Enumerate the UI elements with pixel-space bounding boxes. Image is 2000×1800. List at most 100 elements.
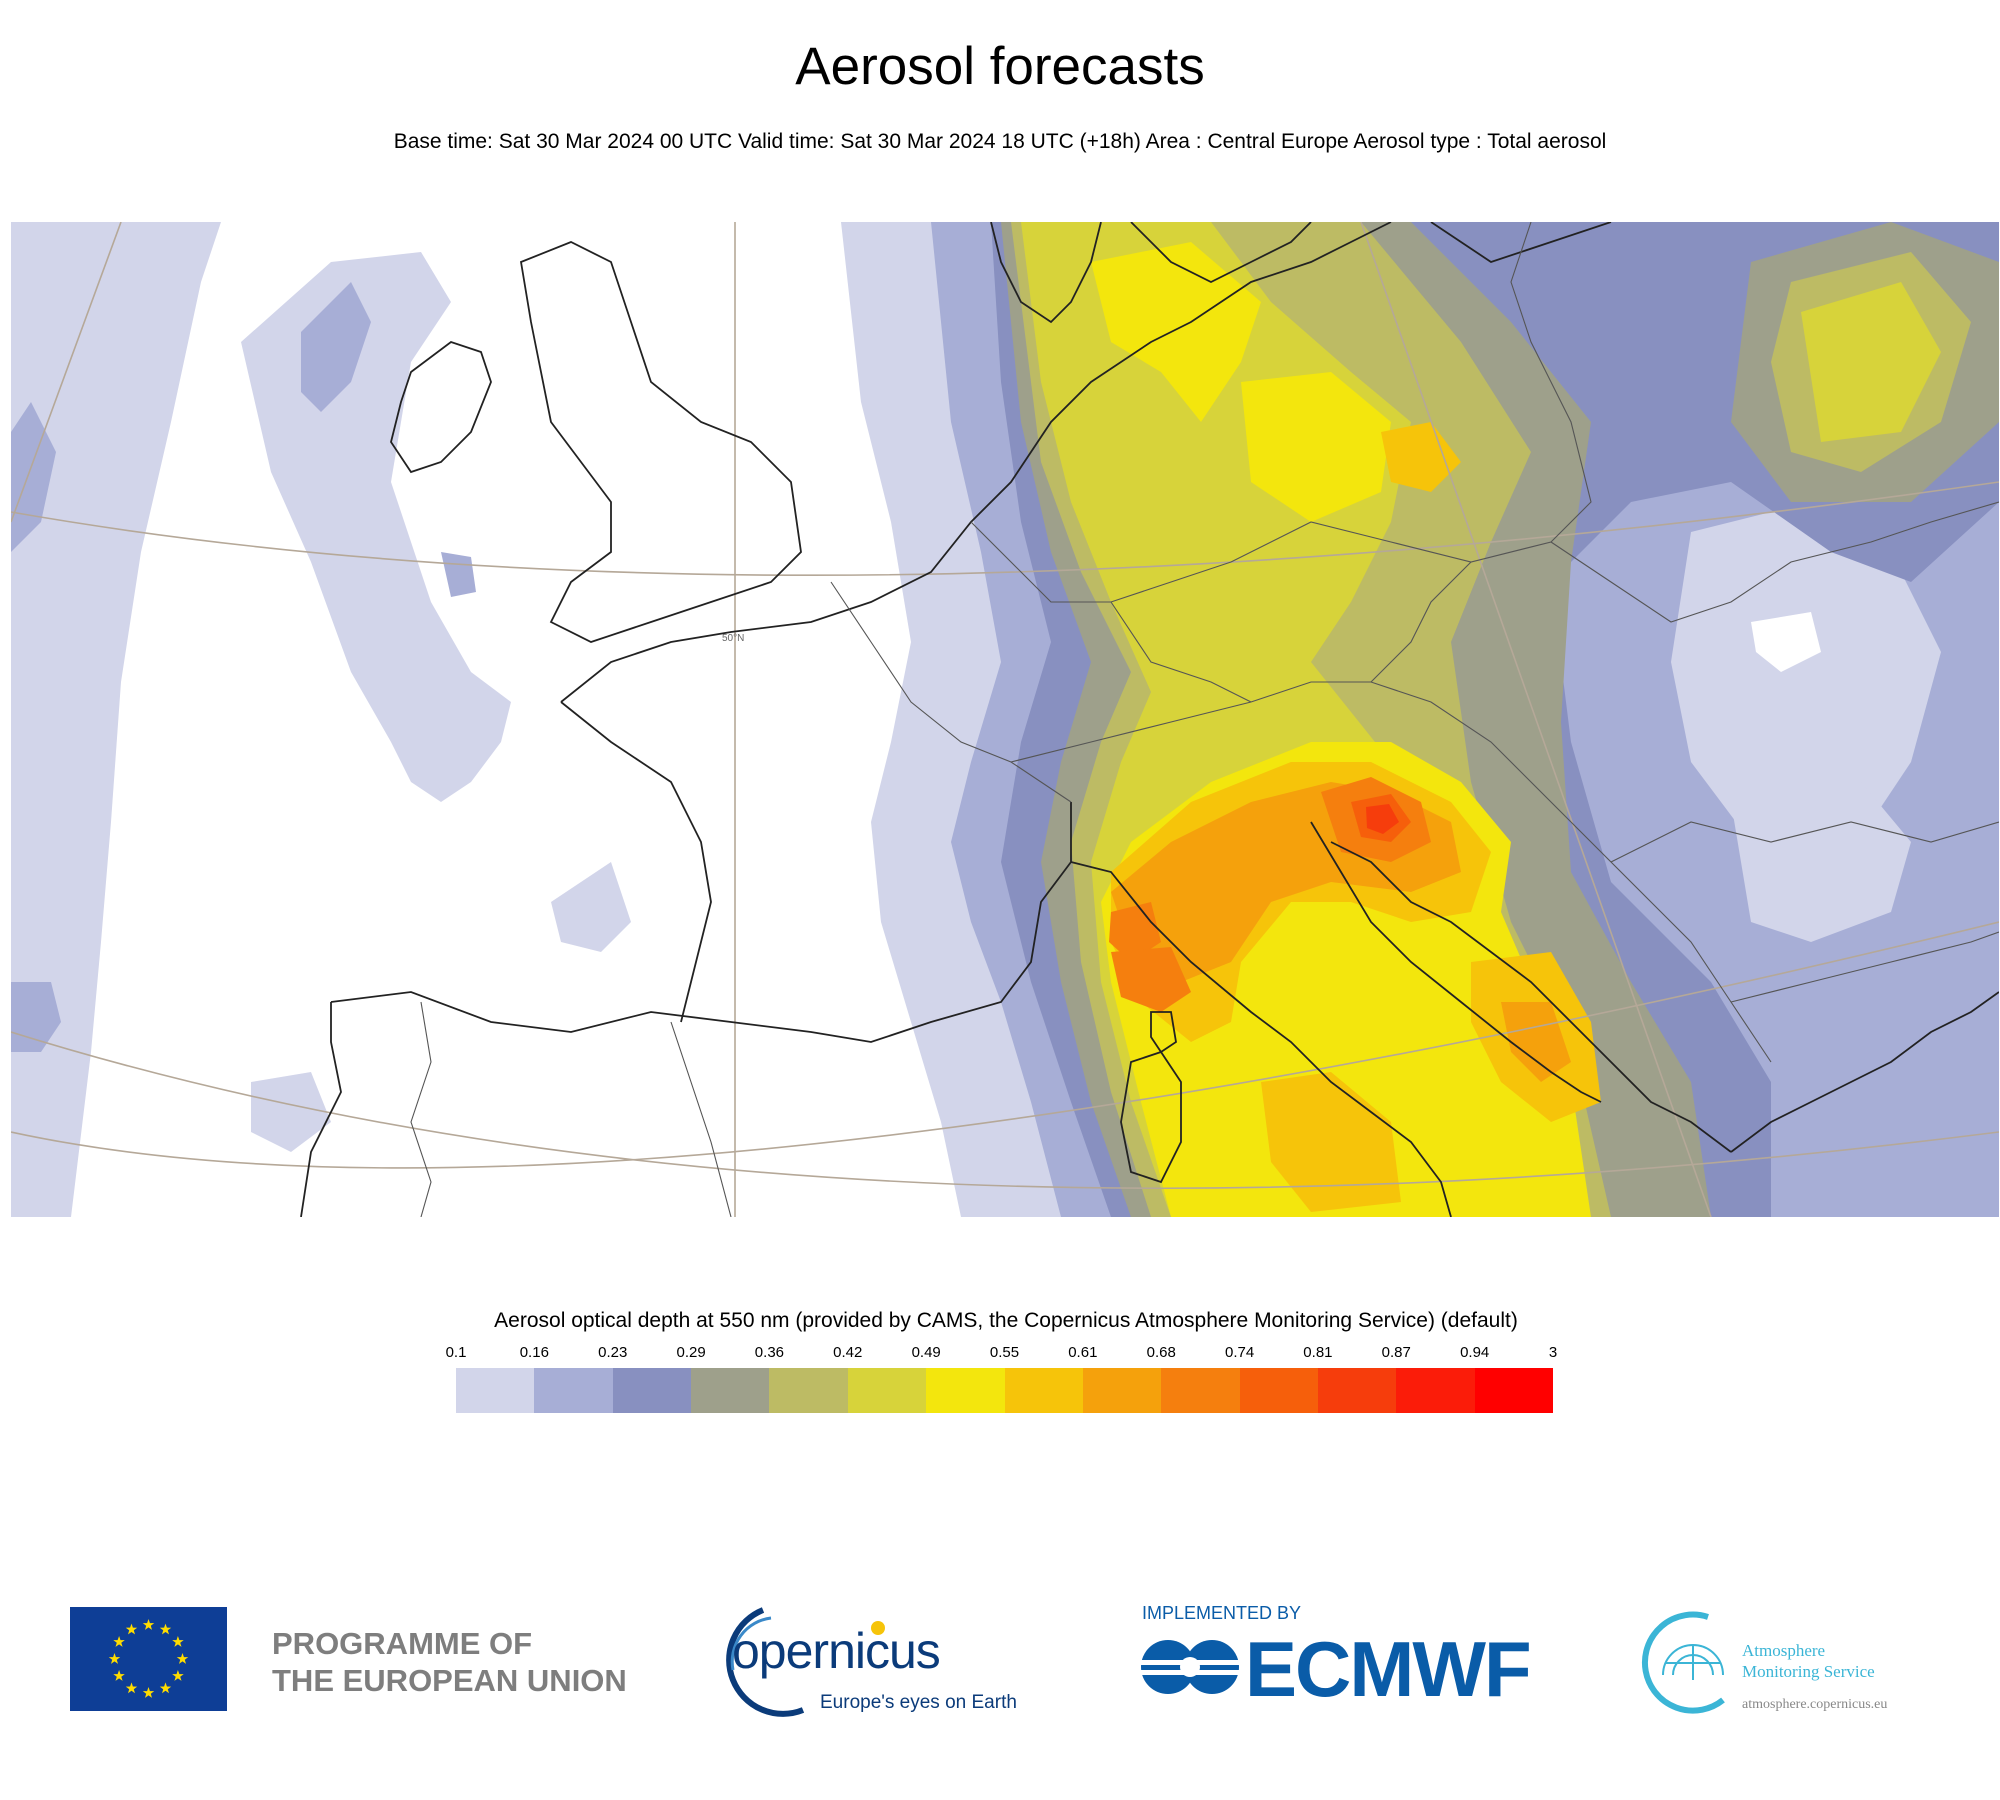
ecmwf-wordmark: ECMWF (1245, 1625, 1532, 1713)
page-subtitle: Base time: Sat 30 Mar 2024 00 UTC Valid … (393, 130, 1607, 153)
colorbar-tick: 0.36 (754, 1344, 785, 1361)
parallel-label: 50°N (722, 633, 744, 644)
aod-field-orange-south2 (1261, 1072, 1401, 1212)
eu-star (142, 1687, 155, 1698)
eu-star (125, 1682, 138, 1694)
scandinavia-coast (1130, 222, 1312, 284)
colorbar-ticks: 0.1 0.16 0.23 0.29 0.36 0.42 0.49 0.55 0… (446, 1344, 1558, 1364)
aod-field-yellow1-ne (1801, 282, 1941, 442)
eu-star (142, 1619, 155, 1630)
copernicus-logo (726, 1607, 885, 1717)
ams-line1: Atmosphere (1742, 1641, 1826, 1660)
iberia-coast (330, 802, 1072, 1043)
aod-field-east-light-hole (1671, 502, 1941, 862)
aod-field-deep-orange3 (1111, 947, 1191, 1012)
colorbar-swatch (612, 1368, 692, 1413)
meridian-west (11, 222, 122, 523)
aod-field-amber-south (1501, 1002, 1571, 1082)
aerosol-map: 50°N (11, 222, 1999, 1217)
colorbar-swatch (1396, 1368, 1475, 1413)
balkan-coast (1730, 991, 1999, 1153)
colorbar-swatch (691, 1368, 770, 1413)
ams-line2: Monitoring Service (1742, 1662, 1875, 1681)
eu-text-line1: PROGRAMME OF (272, 1626, 533, 1661)
colorbar-swatch (534, 1368, 613, 1413)
denmark-coast (990, 222, 1102, 324)
colorbar-tick: 0.81 (1303, 1344, 1333, 1361)
meridian-east (1360, 222, 1712, 1217)
atmosphere-monitoring-logo (1641, 1611, 1725, 1714)
colorbar-tick: 0.87 (1381, 1344, 1411, 1361)
colorbar-tick: 0.55 (989, 1344, 1020, 1361)
colorbar-tick: 0.29 (676, 1344, 706, 1361)
colorbar-swatch (847, 1368, 927, 1413)
aod-field-biscay (551, 862, 631, 952)
country-borders (410, 222, 1999, 1217)
legend-title: Aerosol optical depth at 550 nm (provide… (494, 1309, 1518, 1332)
colorbar-tick: 0.1 (445, 1344, 467, 1361)
colorbar-tick: 0.49 (911, 1344, 941, 1361)
aod-field-east-white-hole (1751, 612, 1821, 672)
aod-field-yellow-2 (1241, 372, 1391, 522)
ireland-coast (390, 340, 492, 474)
eu-star (172, 1636, 184, 1647)
colorbar-tick: 0.94 (1460, 1344, 1490, 1361)
parallel-50n (11, 1031, 1999, 1190)
colorbar-swatch (1082, 1368, 1162, 1413)
biscay-coast (560, 701, 712, 1023)
colorbar-swatch (1161, 1368, 1240, 1413)
aod-field-yellow (1091, 242, 1261, 422)
aod-field-sw (251, 1072, 331, 1152)
colorbar-swatch (456, 1368, 535, 1413)
eu-star (113, 1670, 125, 1681)
eu-text-line2: THE EUROPEAN UNION (272, 1663, 627, 1698)
sardinia-coast (1120, 1050, 1182, 1184)
eu-star (159, 1623, 172, 1635)
aod-field-atlantic-core (301, 282, 371, 412)
corsica-coast (1150, 1011, 1177, 1054)
colorbar-tick: 0.42 (833, 1344, 863, 1361)
eu-star (172, 1670, 184, 1681)
colorbar (456, 1368, 1554, 1413)
colorbar-tick: 3 (1548, 1344, 1558, 1361)
coastlines (300, 222, 1999, 1217)
parallel-lower (11, 921, 1999, 1169)
implemented-by-label: IMPLEMENTED BY (1142, 1603, 1302, 1623)
aod-field-west-inner2 (11, 982, 61, 1052)
aod-field-red (1366, 804, 1399, 834)
colorbar-tick: 0.68 (1146, 1344, 1176, 1361)
colorbar-swatch (1317, 1368, 1397, 1413)
eu-flag-logo (70, 1607, 227, 1711)
aod-field-east-light-hole2 (1731, 782, 1911, 942)
eu-star (108, 1653, 121, 1664)
britain-coast (519, 241, 802, 643)
ams-name: Atmosphere Monitoring Service (1742, 1640, 1875, 1682)
copernicus-tagline: Europe's eyes on Earth (820, 1692, 1017, 1713)
ecmwf-symbol-logo (1140, 1640, 1240, 1694)
france-coast (560, 222, 1392, 703)
colorbar-tick: 0.74 (1224, 1344, 1255, 1361)
colorbar-swatch (1474, 1368, 1554, 1413)
colorbar-tick: 0.16 (519, 1344, 549, 1361)
eu-star (125, 1623, 138, 1635)
eu-star (159, 1682, 172, 1694)
aod-field-west (11, 222, 221, 1217)
italy-coast (1070, 861, 1452, 1217)
adriatic-east (1330, 841, 1732, 1153)
iberia-west (300, 1002, 342, 1217)
eu-star (113, 1636, 125, 1647)
aod-field-orange-1 (1381, 422, 1461, 492)
eu-programme-text: PROGRAMME OF THE EUROPEAN UNION (272, 1625, 627, 1699)
colorbar-swatch (1004, 1368, 1083, 1413)
colorbar-tick: 0.23 (598, 1344, 628, 1361)
colorbar-swatch (769, 1368, 848, 1413)
parallel-upper (11, 481, 1999, 577)
copernicus-wordmark: opernicus (732, 1623, 941, 1679)
graticule (11, 222, 1999, 1217)
colorbar-swatch (926, 1368, 1005, 1413)
colorbar-tick: 0.61 (1068, 1344, 1098, 1361)
page-title: Aerosol forecasts (795, 37, 1205, 96)
adriatic-west (1310, 821, 1602, 1103)
colorbar-swatch (1239, 1368, 1318, 1413)
eu-star (176, 1653, 189, 1664)
